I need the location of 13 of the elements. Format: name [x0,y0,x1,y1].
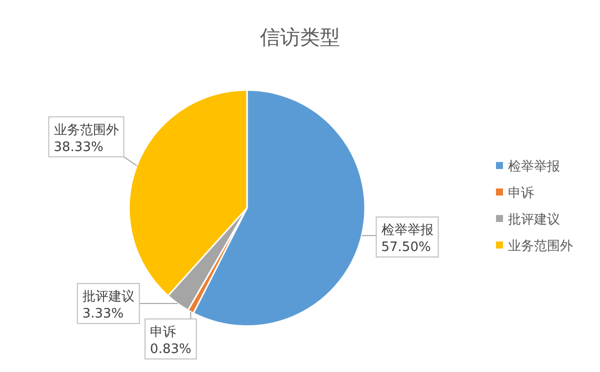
title: 信访类型 [260,25,340,49]
slice-label: 业务范围外 [54,122,119,138]
slice-label: 批评建议 [82,290,134,304]
data-label: 38.33% [54,140,104,155]
legend-label: 检举举报 [508,160,560,174]
legend-label: 业务范围外 [508,239,573,254]
legend-label: 申诉 [508,186,534,201]
data-label: 0.83% [150,342,192,357]
legend-label: 批评建议 [508,212,560,228]
slice-label: 申诉 [150,324,176,340]
data-label: 57.50% [381,240,431,256]
data-label: 3.33% [82,306,124,322]
slice-label: 检举举报 [381,223,434,238]
